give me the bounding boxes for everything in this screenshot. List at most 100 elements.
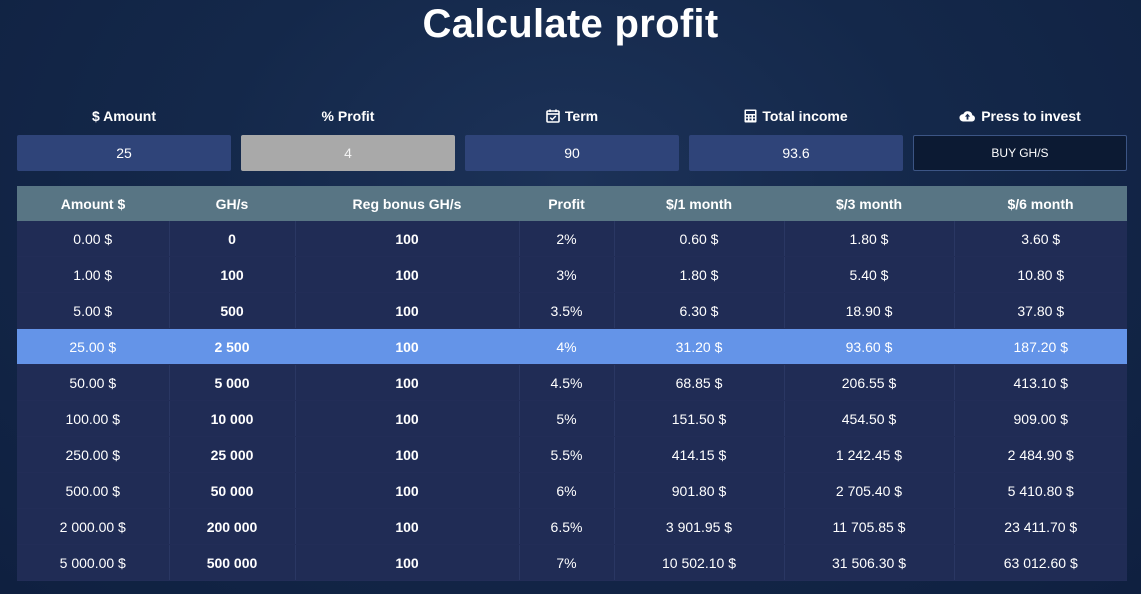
cell-reg-bonus: 100 (295, 400, 520, 437)
cell-6-month: 5 410.80 $ (954, 472, 1127, 509)
cell-ghs: 100 (169, 256, 296, 293)
calendar-check-icon (546, 109, 560, 123)
table-row: 250.00 $ 25 000 100 5.5% 414.15 $ 1 242.… (17, 436, 1127, 473)
header-reg-bonus: Reg bonus GH/s (295, 186, 519, 221)
header-6-month: $/6 month (954, 186, 1127, 221)
cell-profit: 4% (519, 328, 615, 365)
cell-1-month: 414.15 $ (614, 436, 785, 473)
page-title: Calculate profit (422, 2, 719, 46)
cell-1-month: 10 502.10 $ (614, 544, 785, 581)
cell-reg-bonus: 100 (295, 508, 520, 545)
cell-profit: 2% (519, 221, 615, 257)
cell-reg-bonus: 100 (295, 544, 520, 581)
table-row: 5.00 $ 500 100 3.5% 6.30 $ 18.90 $ 37.80… (17, 292, 1127, 329)
cell-amount: 50.00 $ (17, 364, 170, 401)
cell-6-month: 413.10 $ (954, 364, 1127, 401)
table-header-row: Amount $ GH/s Reg bonus GH/s Profit $/1 … (17, 186, 1127, 221)
cell-6-month: 37.80 $ (954, 292, 1127, 329)
amount-label: $ Amount (91, 108, 157, 124)
amount-input[interactable] (17, 135, 231, 171)
term-input[interactable] (465, 135, 679, 171)
table-row: 5 000.00 $ 500 000 100 7% 10 502.10 $ 31… (17, 544, 1127, 581)
cell-6-month: 187.20 $ (954, 328, 1127, 365)
cell-ghs: 2 500 (169, 328, 296, 365)
header-profit: Profit (519, 186, 614, 221)
profit-label: % Profit (321, 108, 375, 124)
cell-amount: 1.00 $ (17, 256, 170, 293)
cell-1-month: 151.50 $ (614, 400, 785, 437)
cell-3-month: 31 506.30 $ (784, 544, 955, 581)
cell-3-month: 454.50 $ (784, 400, 955, 437)
cell-reg-bonus: 100 (295, 292, 520, 329)
cell-ghs: 50 000 (169, 472, 296, 509)
invest-label: Press to invest (913, 104, 1127, 128)
cell-amount: 250.00 $ (17, 436, 170, 473)
cell-amount: 5.00 $ (17, 292, 170, 329)
cloud-upload-icon (959, 110, 976, 122)
cell-profit: 5% (519, 400, 615, 437)
cell-6-month: 10.80 $ (954, 256, 1127, 293)
cell-3-month: 5.40 $ (784, 256, 955, 293)
header-ghs: GH/s (169, 186, 295, 221)
cell-reg-bonus: 100 (295, 328, 520, 365)
cell-profit: 7% (519, 544, 615, 581)
amount-column: $ Amount (17, 104, 231, 171)
calculator-icon (744, 109, 757, 123)
profit-table: Amount $ GH/s Reg bonus GH/s Profit $/1 … (17, 186, 1127, 581)
cell-profit: 6.5% (519, 508, 615, 545)
invest-column: Press to invest BUY GH/S (913, 104, 1127, 171)
cell-ghs: 500 (169, 292, 296, 329)
cell-amount: 5 000.00 $ (17, 544, 170, 581)
header-1-month: $/1 month (614, 186, 784, 221)
table-row: 500.00 $ 50 000 100 6% 901.80 $ 2 705.40… (17, 472, 1127, 509)
cell-amount: 0.00 $ (17, 221, 170, 257)
cell-profit: 4.5% (519, 364, 615, 401)
cell-profit: 3% (519, 256, 615, 293)
cell-profit: 6% (519, 472, 615, 509)
table-row: 0.00 $ 0 100 2% 0.60 $ 1.80 $ 3.60 $ (17, 221, 1127, 257)
term-column: Term (465, 104, 679, 171)
cell-3-month: 1.80 $ (784, 221, 955, 257)
cell-amount: 100.00 $ (17, 400, 170, 437)
cell-1-month: 0.60 $ (614, 221, 785, 257)
term-label: Term (465, 104, 679, 128)
buy-ghs-button[interactable]: BUY GH/S (913, 135, 1127, 171)
cell-3-month: 11 705.85 $ (784, 508, 955, 545)
income-label: Total income (689, 104, 903, 128)
cell-3-month: 206.55 $ (784, 364, 955, 401)
cell-1-month: 901.80 $ (614, 472, 785, 509)
total-income-field[interactable] (689, 135, 903, 171)
cell-amount: 25.00 $ (17, 328, 170, 365)
cell-1-month: 6.30 $ (614, 292, 785, 329)
cell-1-month: 1.80 $ (614, 256, 785, 293)
cell-ghs: 10 000 (169, 400, 296, 437)
cell-3-month: 2 705.40 $ (784, 472, 955, 509)
profit-input (241, 135, 455, 171)
cell-amount: 2 000.00 $ (17, 508, 170, 545)
cell-6-month: 2 484.90 $ (954, 436, 1127, 473)
cell-1-month: 31.20 $ (614, 328, 785, 365)
cell-reg-bonus: 100 (295, 221, 520, 257)
profit-calculator: $ Amount % Profit Term (17, 104, 1127, 171)
cell-6-month: 63 012.60 $ (954, 544, 1127, 581)
header-3-month: $/3 month (784, 186, 954, 221)
profit-column: % Profit (241, 104, 455, 171)
cell-reg-bonus: 100 (295, 436, 520, 473)
table-row-selected: 25.00 $ 2 500 100 4% 31.20 $ 93.60 $ 187… (17, 328, 1127, 365)
cell-6-month: 909.00 $ (954, 400, 1127, 437)
cell-reg-bonus: 100 (295, 364, 520, 401)
table-row: 2 000.00 $ 200 000 100 6.5% 3 901.95 $ 1… (17, 508, 1127, 545)
cell-1-month: 3 901.95 $ (614, 508, 785, 545)
cell-ghs: 5 000 (169, 364, 296, 401)
header-amount: Amount $ (17, 186, 169, 221)
cell-ghs: 0 (169, 221, 296, 257)
table-row: 50.00 $ 5 000 100 4.5% 68.85 $ 206.55 $ … (17, 364, 1127, 401)
cell-ghs: 200 000 (169, 508, 296, 545)
cell-6-month: 3.60 $ (954, 221, 1127, 257)
cell-6-month: 23 411.70 $ (954, 508, 1127, 545)
cell-reg-bonus: 100 (295, 472, 520, 509)
cell-profit: 3.5% (519, 292, 615, 329)
cell-ghs: 500 000 (169, 544, 296, 581)
income-column: Total income (689, 104, 903, 171)
table-row: 1.00 $ 100 100 3% 1.80 $ 5.40 $ 10.80 $ (17, 256, 1127, 293)
